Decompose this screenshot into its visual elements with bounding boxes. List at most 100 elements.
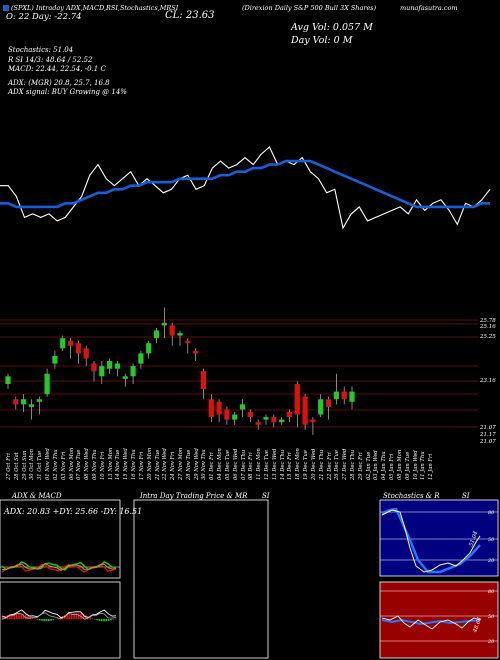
candle-body <box>21 399 27 405</box>
candle-body <box>114 363 121 369</box>
stoch-d-line <box>381 507 481 574</box>
candle-body <box>325 399 332 407</box>
macd-histogram-bar <box>57 618 59 620</box>
macd-histogram-bar <box>91 618 94 620</box>
macd-histogram-bar <box>38 619 41 621</box>
candle-body <box>216 401 222 415</box>
candle-body <box>169 325 175 336</box>
macd-histogram-bar <box>64 615 66 620</box>
candle-body <box>333 391 339 400</box>
rsi-level-label: 50 <box>488 614 495 620</box>
stochastics-readout: Stochastics: 51.04 <box>8 46 74 54</box>
macd-histogram-bar <box>75 613 78 620</box>
candle-body <box>247 411 253 418</box>
macd-histogram-bar <box>48 619 50 622</box>
macd-histogram-bar <box>71 613 73 620</box>
candle-body <box>5 376 11 384</box>
ticker-tag: (SPXL) Intraday ADX,MACD,RSI,Stochastics… <box>11 4 179 12</box>
stoch-level-label: 20 <box>487 558 495 564</box>
macd-histogram-bar <box>20 613 22 620</box>
stoch-level-label: 80 <box>488 510 495 516</box>
adx-line <box>1 563 117 571</box>
macd-histogram-bar <box>66 614 68 620</box>
macd-histogram-bar <box>110 619 112 621</box>
macd-histogram-bar <box>45 619 48 622</box>
prev-close: CL: 23.63 <box>165 10 215 21</box>
intra-label: Intra Day Trading Price & MR <box>140 492 248 500</box>
adx-signal-readout: ADX signal: BUY Growing @ 14% <box>8 88 127 96</box>
macd-histogram-bar <box>114 618 117 620</box>
main-chart <box>0 146 491 435</box>
right-label-5: 21.07 <box>480 425 496 431</box>
candle-body <box>200 371 207 390</box>
macd-histogram-bar <box>18 613 20 620</box>
right-label-4: 23.16 <box>480 378 496 384</box>
right-label-1: 25.78 <box>480 318 496 324</box>
candle-body <box>271 417 277 423</box>
right-label-3: 25.25 <box>480 334 496 340</box>
macd-histogram-bar <box>43 619 45 622</box>
macd-histogram-bar <box>15 613 18 620</box>
title-link[interactable]: munafasutra.com <box>400 4 458 12</box>
candle-body <box>286 411 293 418</box>
macd-histogram-bar <box>13 613 16 620</box>
candle-body <box>75 343 81 354</box>
candle-body <box>341 391 347 400</box>
candle-body <box>239 404 246 410</box>
candle-body <box>302 396 308 425</box>
candle-body <box>60 338 66 349</box>
macd-readout: MACD: 22.44, 22.54, -0.1 C <box>8 65 106 73</box>
macd-histogram-bar <box>31 617 34 620</box>
macd-histogram-bar <box>11 613 13 620</box>
intra-si: SI <box>262 492 270 500</box>
avg-vol: Avg Vol: 0.057 M <box>291 22 373 33</box>
candle-body <box>224 409 230 420</box>
macd-line <box>1 609 117 619</box>
macd-histogram-bar <box>25 614 27 620</box>
macd-histogram-bar <box>77 613 80 620</box>
stoch-si: SI <box>462 492 470 500</box>
candle-body <box>130 366 136 377</box>
open-line: O: 22 Day: -22.74 <box>6 12 82 22</box>
candle-body <box>36 399 42 402</box>
price-line <box>0 146 491 230</box>
candle-body <box>13 399 19 405</box>
right-label-7: 21.07 <box>480 439 496 445</box>
right-label-6: 21.17 <box>480 432 496 438</box>
macd-histogram-bar <box>103 619 105 622</box>
candle-body <box>349 391 355 402</box>
candle-body <box>208 399 214 418</box>
macd-histogram-bar <box>107 619 110 621</box>
macd-histogram-bar <box>100 619 103 622</box>
right-label-2: 25.16 <box>480 324 496 330</box>
macd-histogram-bar <box>105 619 108 622</box>
macd-histogram-bar <box>41 619 43 621</box>
stoch-level-label: 50 <box>488 537 495 543</box>
rsi-line <box>381 615 481 630</box>
macd-histogram-bar <box>50 619 52 621</box>
candle-body <box>138 353 144 364</box>
macd-histogram-bar <box>34 618 36 620</box>
candle-body <box>310 419 316 423</box>
macd-histogram-bar <box>84 615 87 620</box>
macd-histogram-bar <box>2 617 4 620</box>
candle-body <box>153 330 160 339</box>
macd-histogram-bar <box>59 617 62 620</box>
candle-body <box>263 417 269 420</box>
candle-body <box>146 343 152 354</box>
candle-body <box>294 383 300 415</box>
macd-histogram-bar <box>52 619 55 621</box>
macd-histogram-bar <box>68 613 71 620</box>
candle-body <box>161 322 167 326</box>
stoch-k-line <box>381 509 481 573</box>
stoch-label: Stochastics & R <box>383 492 440 500</box>
candle-body <box>67 340 74 346</box>
macd-histogram-bar <box>98 619 101 621</box>
candle-body <box>232 414 238 420</box>
adx-macd-label: ADX & MACD <box>12 492 62 500</box>
candle-body <box>83 348 89 359</box>
candle-body <box>185 340 191 344</box>
candle-body <box>318 399 324 415</box>
day-vol: Day Vol: 0 M <box>291 35 353 46</box>
mrsi-line <box>381 618 481 626</box>
